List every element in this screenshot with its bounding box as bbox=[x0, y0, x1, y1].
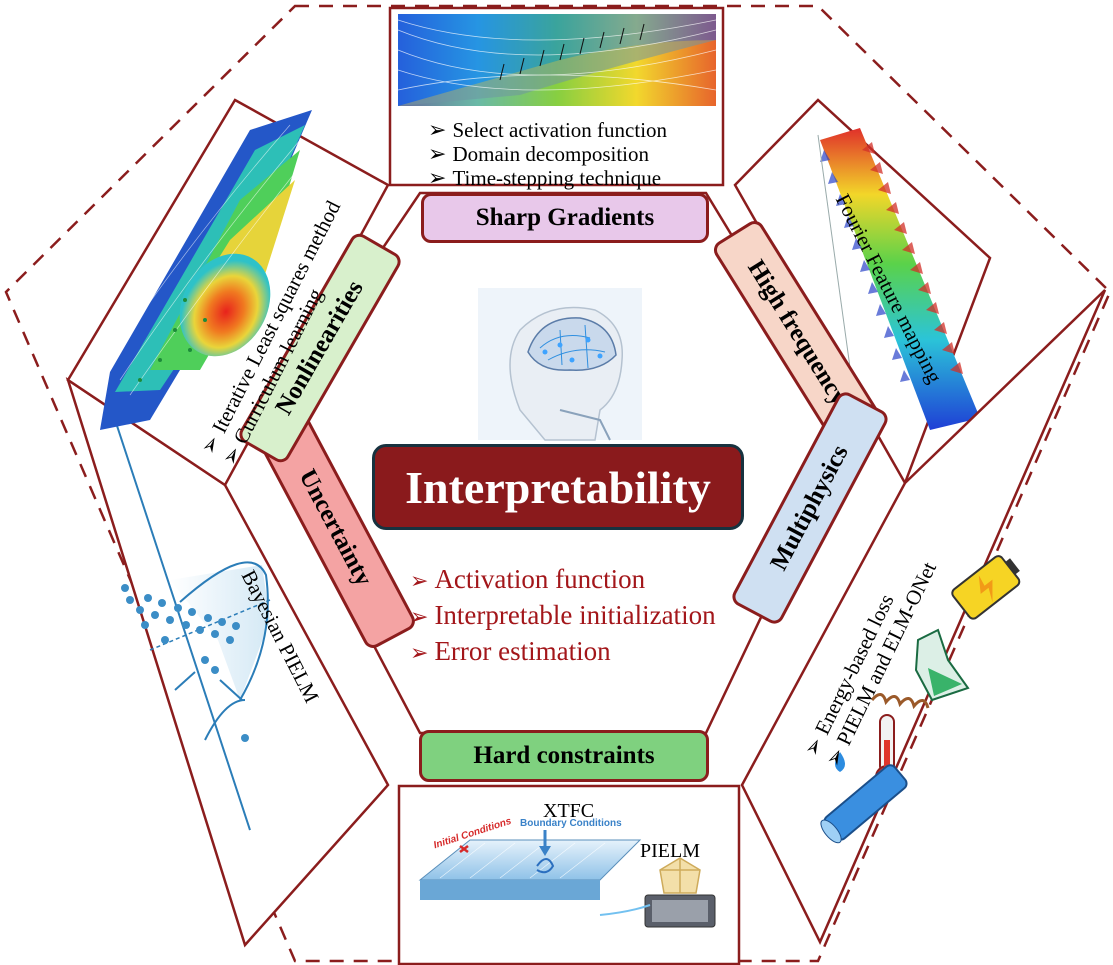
high-frequency-surface-image bbox=[817, 128, 980, 441]
top-panel-item: ➢ Time-stepping technique bbox=[428, 165, 662, 190]
top-panel-list: ➢ Select activation function ➢ Domain deco… bbox=[428, 118, 667, 190]
water-drop-icon bbox=[835, 752, 845, 772]
sharp-gradient-field-image bbox=[397, 14, 717, 106]
multiphysics-icons bbox=[820, 555, 1021, 844]
center-list: ➢ Activation function ➢ Interpretable init… bbox=[410, 562, 716, 670]
pielm-label: PIELM bbox=[640, 840, 700, 862]
tag-sharp-gradients: Sharp Gradients bbox=[421, 193, 709, 243]
bayesian-scatter-image bbox=[97, 329, 271, 831]
ai-brain-head-illustration bbox=[478, 288, 642, 441]
tag-hard-constraints: Hard constraints bbox=[419, 730, 709, 782]
flask-icon bbox=[914, 628, 970, 702]
center-list-item: ➢ Error estimation bbox=[410, 636, 611, 666]
fluid-field-icon bbox=[820, 764, 908, 844]
boundary-conditions-label: Boundary Conditions bbox=[520, 818, 622, 829]
battery-icon bbox=[951, 555, 1021, 620]
top-panel-item: ➢ Domain decomposition bbox=[428, 141, 649, 166]
center-list-item: ➢ Activation function bbox=[410, 564, 646, 594]
bullet-arrow-icon: ➢ bbox=[410, 640, 429, 665]
xtfc-slab-image bbox=[418, 830, 642, 900]
top-panel-item: ➢ Select activation function bbox=[428, 117, 668, 142]
spring-icon bbox=[870, 693, 930, 710]
outer-dashed-hexagon bbox=[4, 4, 1112, 963]
center-title: Interpretability bbox=[372, 444, 744, 530]
xtfc-label: XTFC bbox=[543, 800, 595, 822]
nonlinear-contour-image bbox=[100, 110, 312, 430]
center-list-item: ➢ Interpretable initialization bbox=[410, 600, 716, 630]
bullet-arrow-icon: ➢ bbox=[410, 568, 429, 593]
lower-right-panel-frame bbox=[740, 289, 1107, 945]
pielm-chip-image bbox=[599, 857, 716, 928]
